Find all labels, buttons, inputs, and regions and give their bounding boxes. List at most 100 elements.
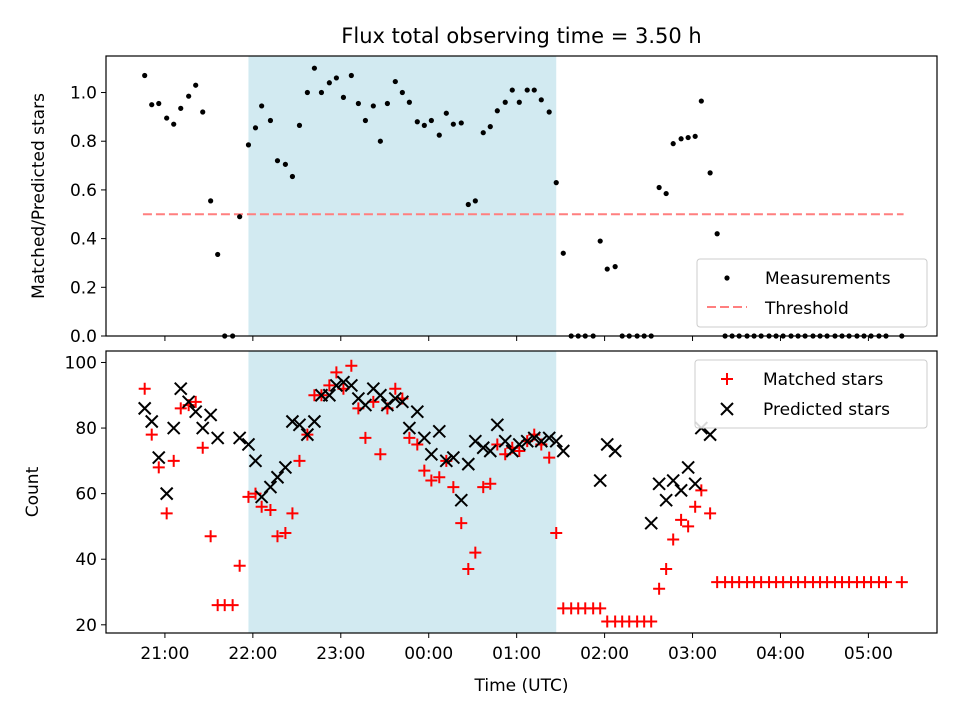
predicted-star-point: [417, 431, 432, 445]
top-observing-window: [248, 56, 557, 336]
measurement-point: [156, 100, 162, 107]
matched-star-point: [675, 513, 688, 526]
measurement-point: [509, 87, 515, 93]
measurement-point: [692, 133, 698, 139]
top-panel: 0.0 0.2 0.4 0.6 0.8 1.0 Matched/Predicted sta…: [29, 55, 938, 347]
measurement-point: [487, 124, 493, 130]
matched-star-point: [695, 484, 708, 497]
predicted-star-point: [248, 454, 263, 468]
predicted-star-point: [388, 391, 403, 406]
predicted-star-point: [659, 493, 673, 507]
bottom-y-tick-label: 20: [75, 616, 97, 636]
matched-star-point: [264, 504, 277, 517]
measurement-point: [178, 105, 184, 111]
matched-star-point: [455, 517, 468, 530]
measurement-point: [443, 110, 449, 116]
predicted-star-point: [542, 431, 556, 445]
measurement-point: [149, 102, 155, 108]
matched-star-point: [167, 454, 180, 467]
matched-star-point: [543, 451, 556, 464]
predicted-star-point: [395, 395, 410, 409]
bottom-axes-frame: [105, 350, 938, 634]
bottom-panel: 20 40 60 80 100 21:00 22:00 23:00 00:00 01:00 02:…: [23, 350, 938, 696]
top-legend: Measurements Threshold: [696, 258, 928, 328]
predicted-star-point: [483, 444, 497, 458]
bottom-legend-box: [694, 359, 928, 429]
x-tick-label: 22:00: [228, 644, 277, 664]
measurement-point: [245, 142, 252, 148]
matched-star-point: [879, 576, 892, 589]
threshold-legend-label: Threshold: [764, 299, 849, 319]
x-tick-label: 01:00: [492, 644, 541, 664]
x-tick-label: 00:00: [404, 644, 453, 664]
predicted-star-point: [137, 401, 152, 416]
top-y-tick-label: 0.6: [70, 181, 97, 201]
measurement-point: [450, 121, 456, 127]
matched-star-point: [233, 559, 246, 572]
matched-star-point: [411, 438, 424, 451]
measurement-point: [436, 132, 442, 138]
measurement-point: [304, 89, 310, 96]
matched-star-point: [189, 395, 202, 408]
matched-star-point: [323, 379, 336, 392]
measurement-point: [516, 99, 522, 105]
measurement-point: [612, 264, 618, 270]
predicted-star-point: [439, 454, 454, 468]
measurement-point: [698, 98, 704, 104]
measurement-point: [538, 97, 544, 103]
measurement-point: [237, 214, 243, 220]
predicted-star-point: [681, 460, 695, 475]
measurement-point: [326, 80, 332, 86]
predicted-star-point: [549, 434, 563, 448]
matched-star-point: [242, 490, 255, 503]
matched-star-point: [667, 533, 680, 546]
matched-star-point: [550, 526, 563, 539]
measurement-point: [663, 190, 669, 197]
matched-star-point: [255, 500, 268, 513]
measurement-point: [311, 65, 318, 71]
matched-star-point: [653, 582, 666, 595]
matched-star-point: [689, 500, 702, 513]
measurement-point: [597, 238, 603, 244]
top-y-tick-label: 0.0: [70, 327, 97, 347]
predicted-star-point: [322, 388, 337, 402]
measurement-point: [355, 100, 361, 107]
measurement-point: [465, 201, 471, 208]
predicted-star-point: [424, 447, 439, 461]
measurement-point: [208, 198, 214, 204]
x-tick-label: 03:00: [668, 644, 717, 664]
predicted-star-point: [688, 477, 702, 491]
matched-star-point: [403, 431, 416, 444]
matched-star-point: [484, 477, 497, 490]
matched-star-point: [469, 546, 482, 559]
bottom-legend: Matched stars Predicted stars: [694, 359, 928, 429]
matched-star-point: [513, 445, 526, 458]
predicted-star-point: [520, 434, 534, 448]
measurement-point: [458, 120, 464, 126]
bottom-y-axis-label: Count: [23, 466, 43, 517]
matched-star-point: [447, 481, 460, 494]
measurement-point: [289, 173, 296, 180]
measurement-point: [414, 119, 420, 125]
measurement-point: [392, 78, 398, 85]
predicted-star-point: [410, 404, 425, 419]
predicted-star-point: [167, 421, 181, 435]
x-axis: 21:00 22:00 23:00 00:00 01:00 02:00 03:00 04:00…: [140, 633, 893, 664]
measurement-point: [362, 117, 369, 124]
predicted-star-point: [461, 457, 476, 471]
measurements-legend-label: Measurements: [765, 269, 891, 289]
matched-stars-points: [138, 359, 908, 628]
measurement-point: [370, 103, 376, 109]
measurement-point: [472, 198, 478, 204]
predicted-star-point: [432, 424, 446, 439]
predicted-star-point: [232, 431, 247, 445]
measurement-point: [656, 184, 662, 191]
measurement-point: [480, 130, 486, 136]
top-legend-box: [696, 258, 928, 328]
measurement-points: [142, 65, 905, 339]
measurement-point: [200, 109, 206, 115]
measurements-legend-marker: [724, 275, 730, 281]
predicted-star-point: [307, 414, 322, 429]
predicted-star-point: [300, 427, 315, 442]
